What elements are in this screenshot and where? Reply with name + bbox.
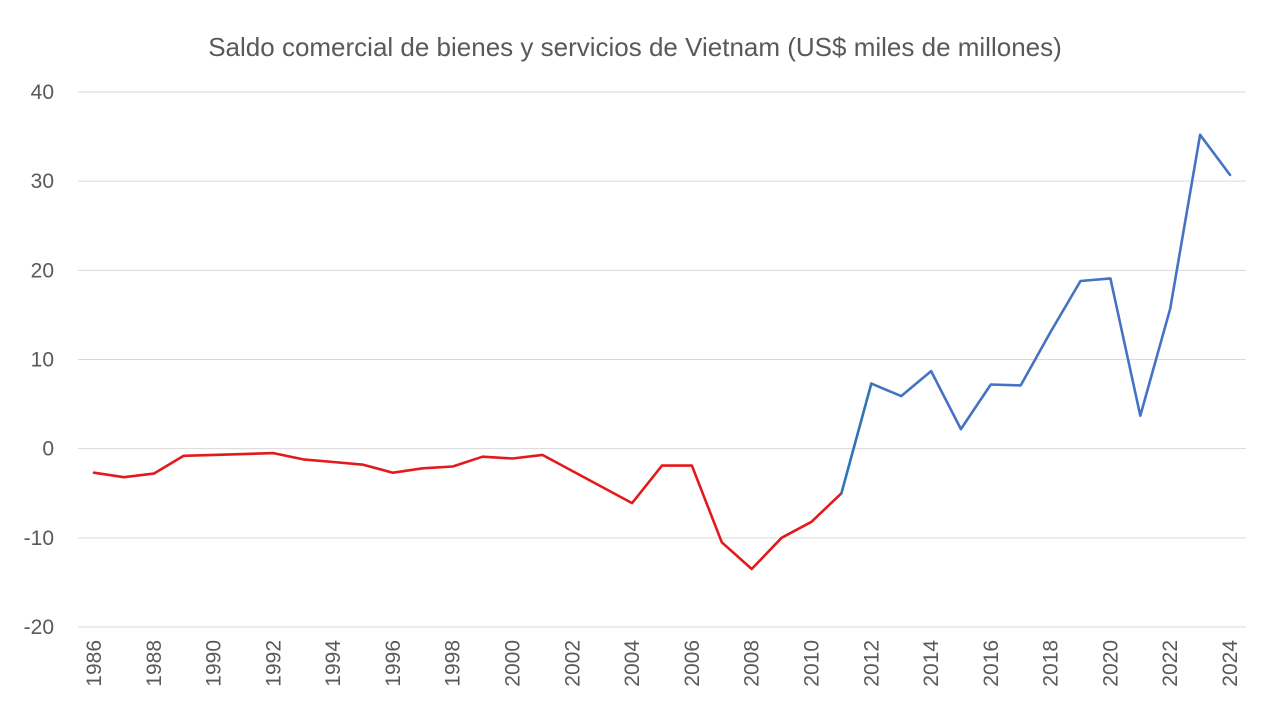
chart-title: Saldo comercial de bienes y servicios de… xyxy=(208,32,1062,62)
x-tick-label: 2016 xyxy=(980,640,1003,687)
x-tick-label: 1996 xyxy=(382,640,405,687)
x-tick-label: 1994 xyxy=(322,640,345,687)
y-tick-label: 30 xyxy=(31,170,54,193)
x-tick-label: 2024 xyxy=(1219,640,1242,687)
y-tick-label: -20 xyxy=(24,616,54,639)
x-tick-label: 1998 xyxy=(442,640,465,687)
x-tick-label: 2022 xyxy=(1159,640,1182,687)
x-tick-label: 2004 xyxy=(621,640,644,687)
x-tick-label: 1992 xyxy=(262,640,285,687)
x-tick-label: 2000 xyxy=(502,640,525,687)
series-lines xyxy=(92,133,1232,571)
x-axis-ticks: 1986 1988 1990 1992 1994 1996 1998 2000 2002 2004… xyxy=(83,640,1242,687)
x-tick-label: 2012 xyxy=(860,640,883,687)
gridlines xyxy=(78,91,1246,628)
y-axis-ticks: 40 30 20 10 0 -10 -20 xyxy=(24,81,54,639)
y-tick-label: 40 xyxy=(31,81,54,104)
series-line-deficit-period xyxy=(92,451,843,571)
x-tick-label: 2010 xyxy=(800,640,823,687)
y-tick-label: 20 xyxy=(31,259,54,282)
x-tick-label: 2020 xyxy=(1099,640,1122,687)
y-tick-label: -10 xyxy=(24,527,54,550)
series-line-surplus-period xyxy=(869,133,1232,431)
x-tick-label: 1986 xyxy=(83,640,106,687)
x-tick-label: 2014 xyxy=(920,640,943,687)
y-tick-label: 10 xyxy=(31,349,54,372)
x-tick-label: 2018 xyxy=(1040,640,1063,687)
y-tick-label: 0 xyxy=(42,438,54,461)
x-tick-label: 1988 xyxy=(143,640,166,687)
x-tick-label: 1990 xyxy=(203,640,226,687)
x-tick-label: 2006 xyxy=(681,640,704,687)
x-tick-label: 2008 xyxy=(741,640,764,687)
x-tick-label: 2002 xyxy=(561,640,584,687)
series-line-transition xyxy=(840,382,873,495)
